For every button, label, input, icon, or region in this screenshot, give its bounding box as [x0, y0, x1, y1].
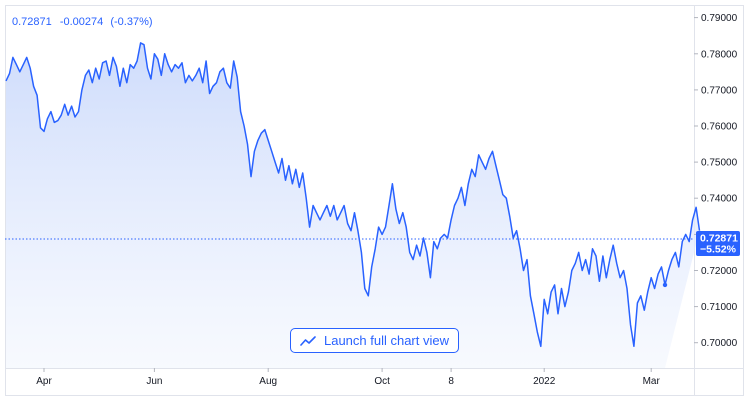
- x-tick-label: Apr: [36, 376, 52, 387]
- x-tick-label: Oct: [374, 376, 390, 387]
- time-axis[interactable]: Apr Jun Aug Oct 8 2022 Mar: [36, 368, 660, 387]
- area-layer: [5, 42, 701, 369]
- header-change-pct: (-0.37%): [110, 16, 152, 28]
- plot-border: [5, 5, 744, 396]
- last-price-tag-box: [696, 231, 740, 256]
- y-tick-label: 0.77000: [701, 85, 738, 96]
- x-tick-label: 2022: [533, 376, 556, 387]
- series-line: [5, 42, 701, 348]
- y-tick-label: 0.72000: [701, 266, 738, 277]
- launch-full-chart-label: Launch full chart view: [323, 333, 449, 348]
- launch-full-chart-button[interactable]: Launch full chart view: [290, 328, 459, 353]
- y-tick-label: 0.75000: [701, 158, 738, 169]
- y-tick-label: 0.79000: [701, 13, 738, 24]
- price-axis[interactable]: 0.79000 0.78000 0.77000 0.76000 0.75000 0.740…: [694, 13, 738, 349]
- header-legend: 0.72871 -0.00274 (-0.37%): [12, 16, 153, 28]
- trend-line-icon: [300, 335, 316, 346]
- last-price-tag: 0.72871 −5.52%: [696, 231, 740, 256]
- x-tick-label: Jun: [146, 376, 162, 387]
- y-tick-label: 0.71000: [701, 302, 738, 313]
- header-price: 0.72871: [12, 16, 52, 28]
- y-tick-label: 0.70000: [701, 338, 738, 349]
- y-tick-label: 0.74000: [701, 194, 738, 205]
- y-tick-label: 0.76000: [701, 122, 738, 133]
- last-point-marker: [662, 282, 668, 288]
- x-tick-label: Mar: [643, 376, 661, 387]
- last-price-tag-change: −5.52%: [700, 244, 737, 256]
- header-change: -0.00274: [60, 16, 103, 28]
- x-tick-label: 8: [448, 376, 454, 387]
- y-tick-label: 0.78000: [701, 49, 738, 60]
- area-fill: [6, 42, 700, 369]
- last-price-tag-value: 0.72871: [700, 233, 738, 245]
- x-tick-label: Aug: [259, 376, 277, 387]
